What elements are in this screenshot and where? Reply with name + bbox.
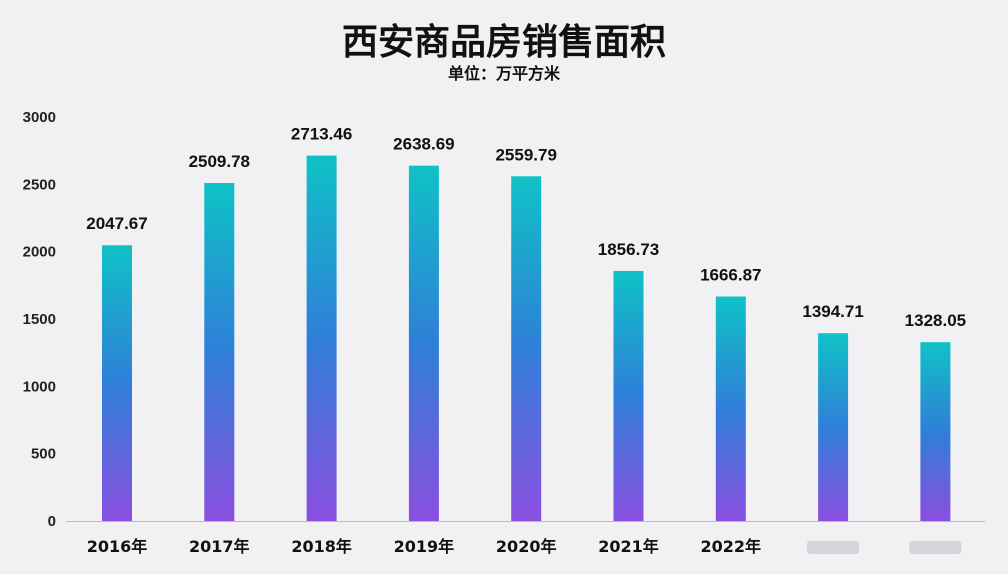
bars: [102, 155, 951, 521]
x-tick-label: 2020年: [496, 537, 557, 556]
bar: [511, 176, 542, 521]
x-tick-label: 2019年: [394, 537, 455, 556]
bar: [408, 165, 439, 521]
data-label: 2713.46: [291, 125, 352, 144]
x-axis: 2016年 2017年 2018年 2019年 2020年 2021年 2022年: [66, 521, 985, 556]
y-tick-label: 3000: [23, 109, 56, 126]
data-label: 2509.78: [189, 152, 250, 171]
chart-subtitle: 单位：万平方米: [448, 64, 561, 83]
bar: [306, 155, 337, 521]
bar: [204, 183, 235, 521]
data-label: 2638.69: [393, 135, 454, 154]
x-tick-label: 2016年: [87, 537, 148, 556]
bar: [613, 270, 644, 521]
data-label: 1394.71: [802, 302, 863, 321]
bar: [715, 296, 746, 521]
bar: [818, 333, 849, 521]
data-label: 1856.73: [598, 240, 659, 259]
data-label: 1666.87: [700, 266, 761, 285]
x-tick-label: 2018年: [291, 537, 352, 556]
data-label: 2559.79: [495, 145, 556, 164]
x-tick-label: 2022年: [701, 537, 762, 556]
y-tick-label: 1500: [23, 311, 56, 328]
y-tick-label: 1000: [23, 378, 56, 395]
chart-title: 西安商品房销售面积: [342, 22, 666, 63]
y-tick-label: 0: [48, 513, 56, 530]
data-label: 1328.05: [905, 311, 966, 330]
value-labels: 2047.67 2509.78 2713.46 2638.69 2559.79 1856.…: [86, 125, 966, 331]
x-tick-label-obscured: [807, 541, 860, 554]
bar: [102, 245, 132, 521]
x-tick-label: 2017年: [189, 537, 250, 556]
x-tick-label-obscured: [909, 541, 962, 554]
data-label: 2047.67: [86, 214, 147, 233]
y-tick-label: 2000: [23, 244, 56, 261]
y-axis: 0 500 1000 1500 2000 2500 3000: [23, 109, 56, 530]
y-tick-label: 2500: [23, 176, 56, 193]
y-tick-label: 500: [31, 446, 56, 463]
x-tick-label: 2021年: [598, 537, 659, 556]
bar: [920, 342, 951, 521]
